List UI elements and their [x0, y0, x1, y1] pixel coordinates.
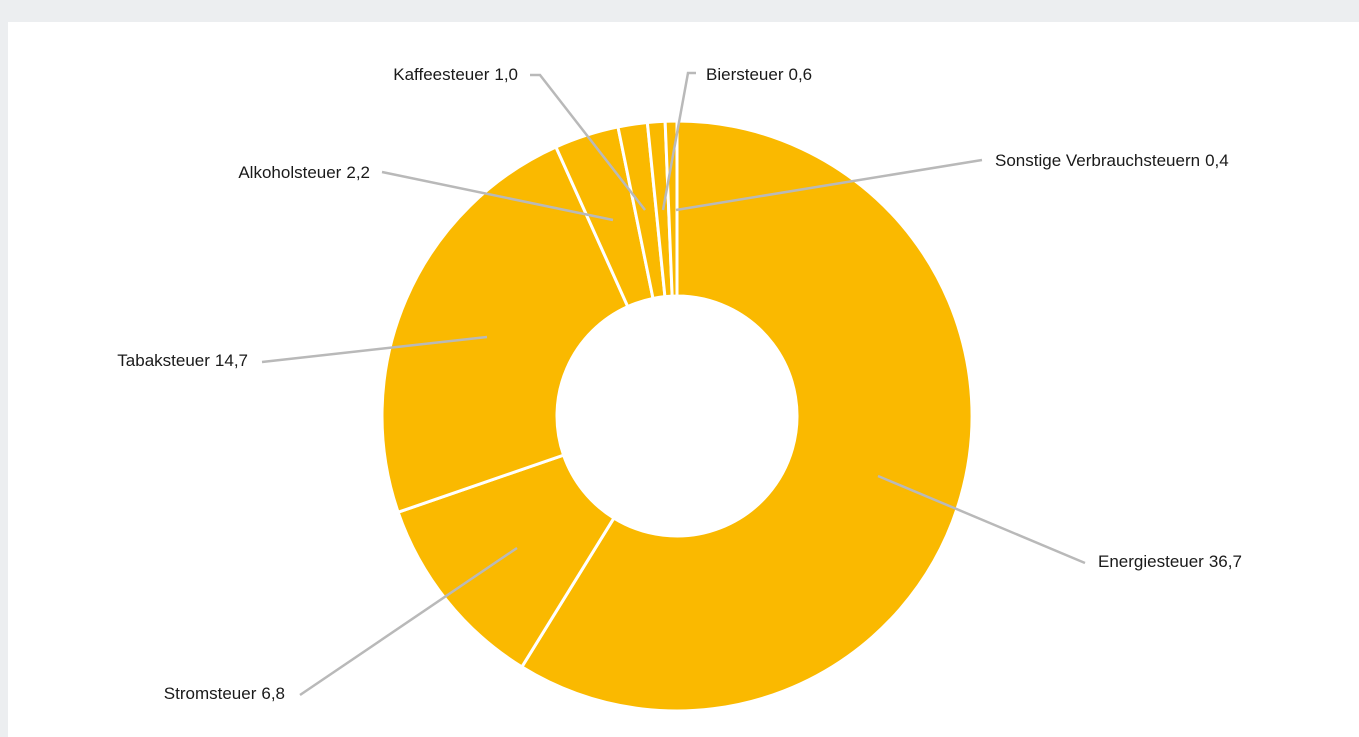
slice-label: Energiesteuer 36,7	[1098, 552, 1242, 571]
category-name: Energiesteuer	[1098, 552, 1204, 571]
category-name: Stromsteuer	[164, 684, 257, 703]
leader-line	[661, 71, 696, 211]
value-label: 36,7	[1209, 552, 1242, 571]
slice-label: Tabaksteuer 14,7	[117, 351, 248, 370]
leader-line	[877, 474, 1086, 565]
slice-label: Biersteuer 0,6	[706, 65, 812, 84]
leader-line	[299, 546, 518, 697]
value-label: 2,2	[346, 163, 370, 182]
slice-label: Sonstige Verbrauchsteuern 0,4	[995, 151, 1229, 170]
slice-label: Kaffeesteuer 1,0	[393, 65, 518, 84]
leader-line	[675, 158, 983, 212]
category-name: Alkoholsteuer	[238, 163, 341, 182]
value-label: 14,7	[215, 351, 248, 370]
slice-label: Stromsteuer 6,8	[164, 684, 285, 703]
slice-label: Alkoholsteuer 2,2	[238, 163, 370, 182]
category-name: Biersteuer	[706, 65, 784, 84]
donut-slice	[519, 119, 974, 713]
donut-slice	[663, 119, 679, 298]
leader-line	[530, 73, 646, 211]
value-label: 0,6	[788, 65, 812, 84]
value-label: 6,8	[261, 684, 285, 703]
category-name: Tabaksteuer	[117, 351, 210, 370]
value-label: 1,0	[494, 65, 518, 84]
leader-line	[261, 335, 488, 364]
category-name: Kaffeesteuer	[393, 65, 489, 84]
category-name: Sonstige Verbrauchsteuern	[995, 151, 1200, 170]
donut-slice	[380, 145, 630, 515]
donut-slice	[396, 453, 616, 669]
value-label: 0,4	[1205, 151, 1229, 170]
leader-line	[381, 170, 614, 222]
